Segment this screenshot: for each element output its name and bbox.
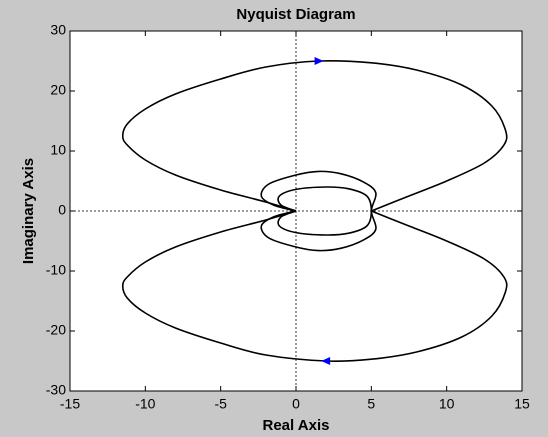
x-tick-label: -10 (135, 396, 155, 412)
y-tick-label: 20 (50, 82, 66, 98)
x-tick-label: 10 (439, 396, 455, 412)
nyquist-curve (121, 59, 508, 212)
x-tick-label: -15 (60, 396, 80, 412)
y-axis-label: Imaginary Axis (20, 158, 37, 264)
y-tick-label: 30 (50, 22, 66, 38)
nyquist-curve (121, 210, 508, 363)
y-tick-label: -10 (46, 262, 66, 278)
x-tick-label: -5 (214, 396, 227, 412)
x-tick-label: 5 (367, 396, 375, 412)
x-tick-label: 15 (514, 396, 530, 412)
x-tick-label: 0 (292, 396, 300, 412)
x-axis-label: Real Axis (263, 417, 330, 434)
y-tick-label: -30 (46, 382, 66, 398)
nyquist-curve (277, 186, 373, 236)
y-tick-label: 0 (58, 202, 66, 218)
direction-arrow (314, 57, 324, 65)
y-tick-label: -20 (46, 322, 66, 338)
direction-arrow (321, 357, 331, 365)
chart-title: Nyquist Diagram (236, 6, 355, 23)
y-tick-label: 10 (50, 142, 66, 158)
